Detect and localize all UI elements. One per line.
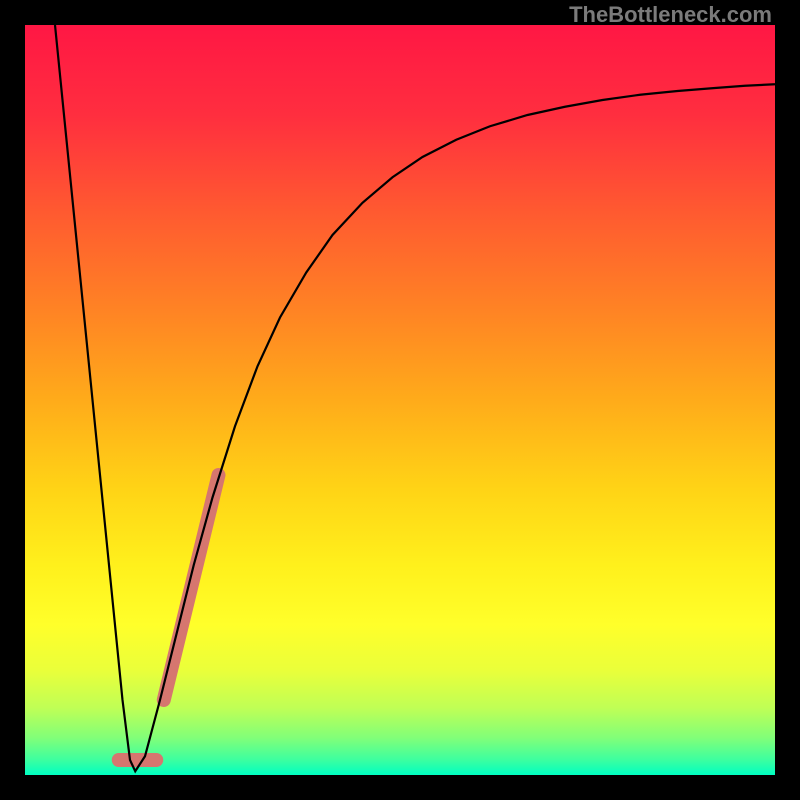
chart-svg bbox=[25, 25, 775, 775]
plot-area bbox=[25, 25, 775, 775]
gradient-background bbox=[25, 25, 775, 775]
watermark-text: TheBottleneck.com bbox=[569, 2, 772, 28]
chart-frame: TheBottleneck.com bbox=[0, 0, 800, 800]
